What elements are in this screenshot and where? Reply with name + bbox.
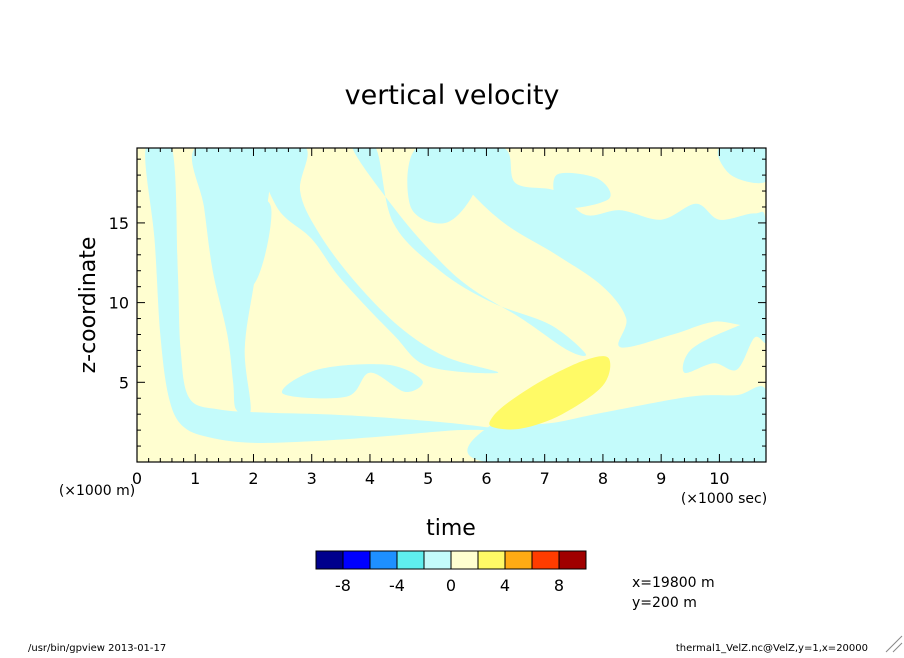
colorbar-swatch — [477, 550, 506, 570]
colorbar: -8 -4 0 4 8 — [315, 550, 587, 595]
contour-region — [281, 364, 423, 399]
footer-left: /usr/bin/gpview 2013-01-17 — [28, 643, 166, 654]
colorbar-swatch — [423, 550, 452, 570]
info-y: y=200 m — [632, 595, 697, 611]
contour-region — [489, 356, 611, 430]
x-tick-label: 10 — [709, 469, 729, 488]
colorbar-tick-label: -8 — [335, 576, 351, 595]
x-tick-label: 1 — [190, 469, 200, 488]
x-tick-label: 8 — [598, 469, 608, 488]
footer-right: thermal1_VelZ.nc@VelZ,y=1,x=20000 — [676, 643, 868, 654]
info-x: x=19800 m — [632, 575, 715, 591]
contour-regions — [145, 148, 766, 462]
resize-grip-icon[interactable] — [885, 635, 903, 653]
colorbar-tick-label: 0 — [446, 576, 456, 595]
colorbar-swatch — [369, 550, 398, 570]
plot-area: 0 1 2 3 4 5 6 7 8 9 10 5 10 15 — [109, 147, 767, 488]
contour-region — [682, 318, 766, 373]
x-unit-label: (×1000 sec) — [681, 491, 767, 507]
contour-region — [145, 148, 504, 444]
x-tick-label: 9 — [656, 469, 666, 488]
x-tick-label: 2 — [248, 469, 258, 488]
contour-region — [223, 198, 272, 287]
y-tick-label: 5 — [119, 373, 129, 392]
colorbar-swatch — [558, 550, 587, 570]
y-tick-label: 15 — [109, 214, 129, 233]
colorbar-swatch — [315, 550, 344, 570]
colorbar-tick-label: 4 — [500, 576, 510, 595]
x-tick-label: 5 — [423, 469, 433, 488]
colorbar-tick-label: 8 — [554, 576, 564, 595]
x-tick-label: 4 — [365, 469, 375, 488]
contour-region — [258, 148, 499, 374]
y-axis-label: z-coordinate — [76, 237, 101, 374]
contour-region — [717, 148, 766, 184]
x-tick-label: 7 — [540, 469, 550, 488]
x-axis-label: time — [426, 516, 476, 541]
axis-ticks: 0 1 2 3 4 5 6 7 8 9 10 5 10 15 — [109, 148, 767, 488]
y-tick-label: 10 — [109, 294, 129, 313]
y-unit-label: (×1000 m) — [59, 483, 135, 499]
x-tick-label: 6 — [481, 469, 491, 488]
contour-region — [467, 386, 766, 462]
colorbar-swatch — [396, 550, 425, 570]
chart-title: vertical velocity — [345, 80, 560, 111]
colorbar-swatch — [450, 550, 479, 570]
contour-region — [407, 148, 485, 224]
colorbar-swatch — [504, 550, 533, 570]
x-tick-label: 3 — [307, 469, 317, 488]
x-tick-label: 0 — [132, 469, 142, 488]
colorbar-swatch — [531, 550, 560, 570]
contour-region — [553, 172, 611, 209]
colorbar-tick-label: -4 — [389, 576, 405, 595]
contour-region — [352, 148, 587, 357]
contour-region — [444, 148, 766, 348]
colorbar-swatch — [342, 550, 371, 570]
